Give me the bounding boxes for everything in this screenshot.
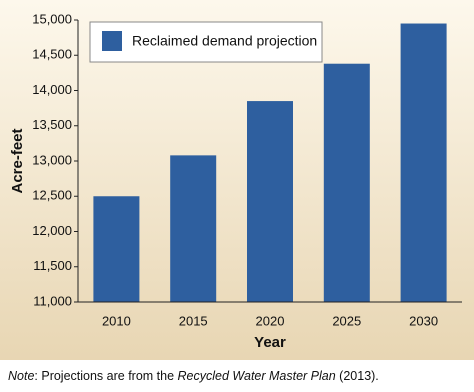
x-tick-label: 2030	[409, 313, 438, 328]
y-tick-label: 14,500	[32, 47, 72, 62]
note-part: Recycled Water Master Plan	[178, 369, 336, 383]
note-part: : Projections are from the	[34, 369, 177, 383]
y-tick-label: 13,500	[32, 117, 72, 132]
x-axis-title: Year	[254, 334, 286, 351]
y-tick-label: 15,000	[32, 11, 72, 26]
note-part: Note	[8, 369, 34, 383]
bar	[170, 155, 217, 302]
y-tick-label: 14,000	[32, 82, 72, 97]
x-tick-label: 2015	[179, 313, 208, 328]
note-background	[0, 360, 474, 392]
y-tick-label: 11,000	[33, 293, 72, 308]
x-tick-label: 2010	[102, 313, 131, 328]
bar	[323, 63, 370, 303]
y-axis-title: Acre-feet	[9, 128, 26, 193]
y-tick-label: 13,000	[32, 152, 72, 167]
y-tick-label: 12,500	[32, 188, 72, 203]
x-tick-label: 2020	[256, 313, 285, 328]
y-tick-label: 12,000	[32, 223, 72, 238]
bar	[400, 23, 447, 303]
x-tick-label: 2025	[332, 313, 361, 328]
y-tick-label: 11,500	[33, 258, 72, 273]
legend-label: Reclaimed demand projection	[132, 33, 317, 49]
bar	[247, 101, 293, 302]
note-part: (2013).	[336, 369, 379, 383]
legend-box	[89, 21, 323, 63]
bar	[93, 196, 140, 302]
legend-swatch	[102, 31, 122, 51]
note: Note: Projections are from the Recycled …	[8, 369, 379, 383]
